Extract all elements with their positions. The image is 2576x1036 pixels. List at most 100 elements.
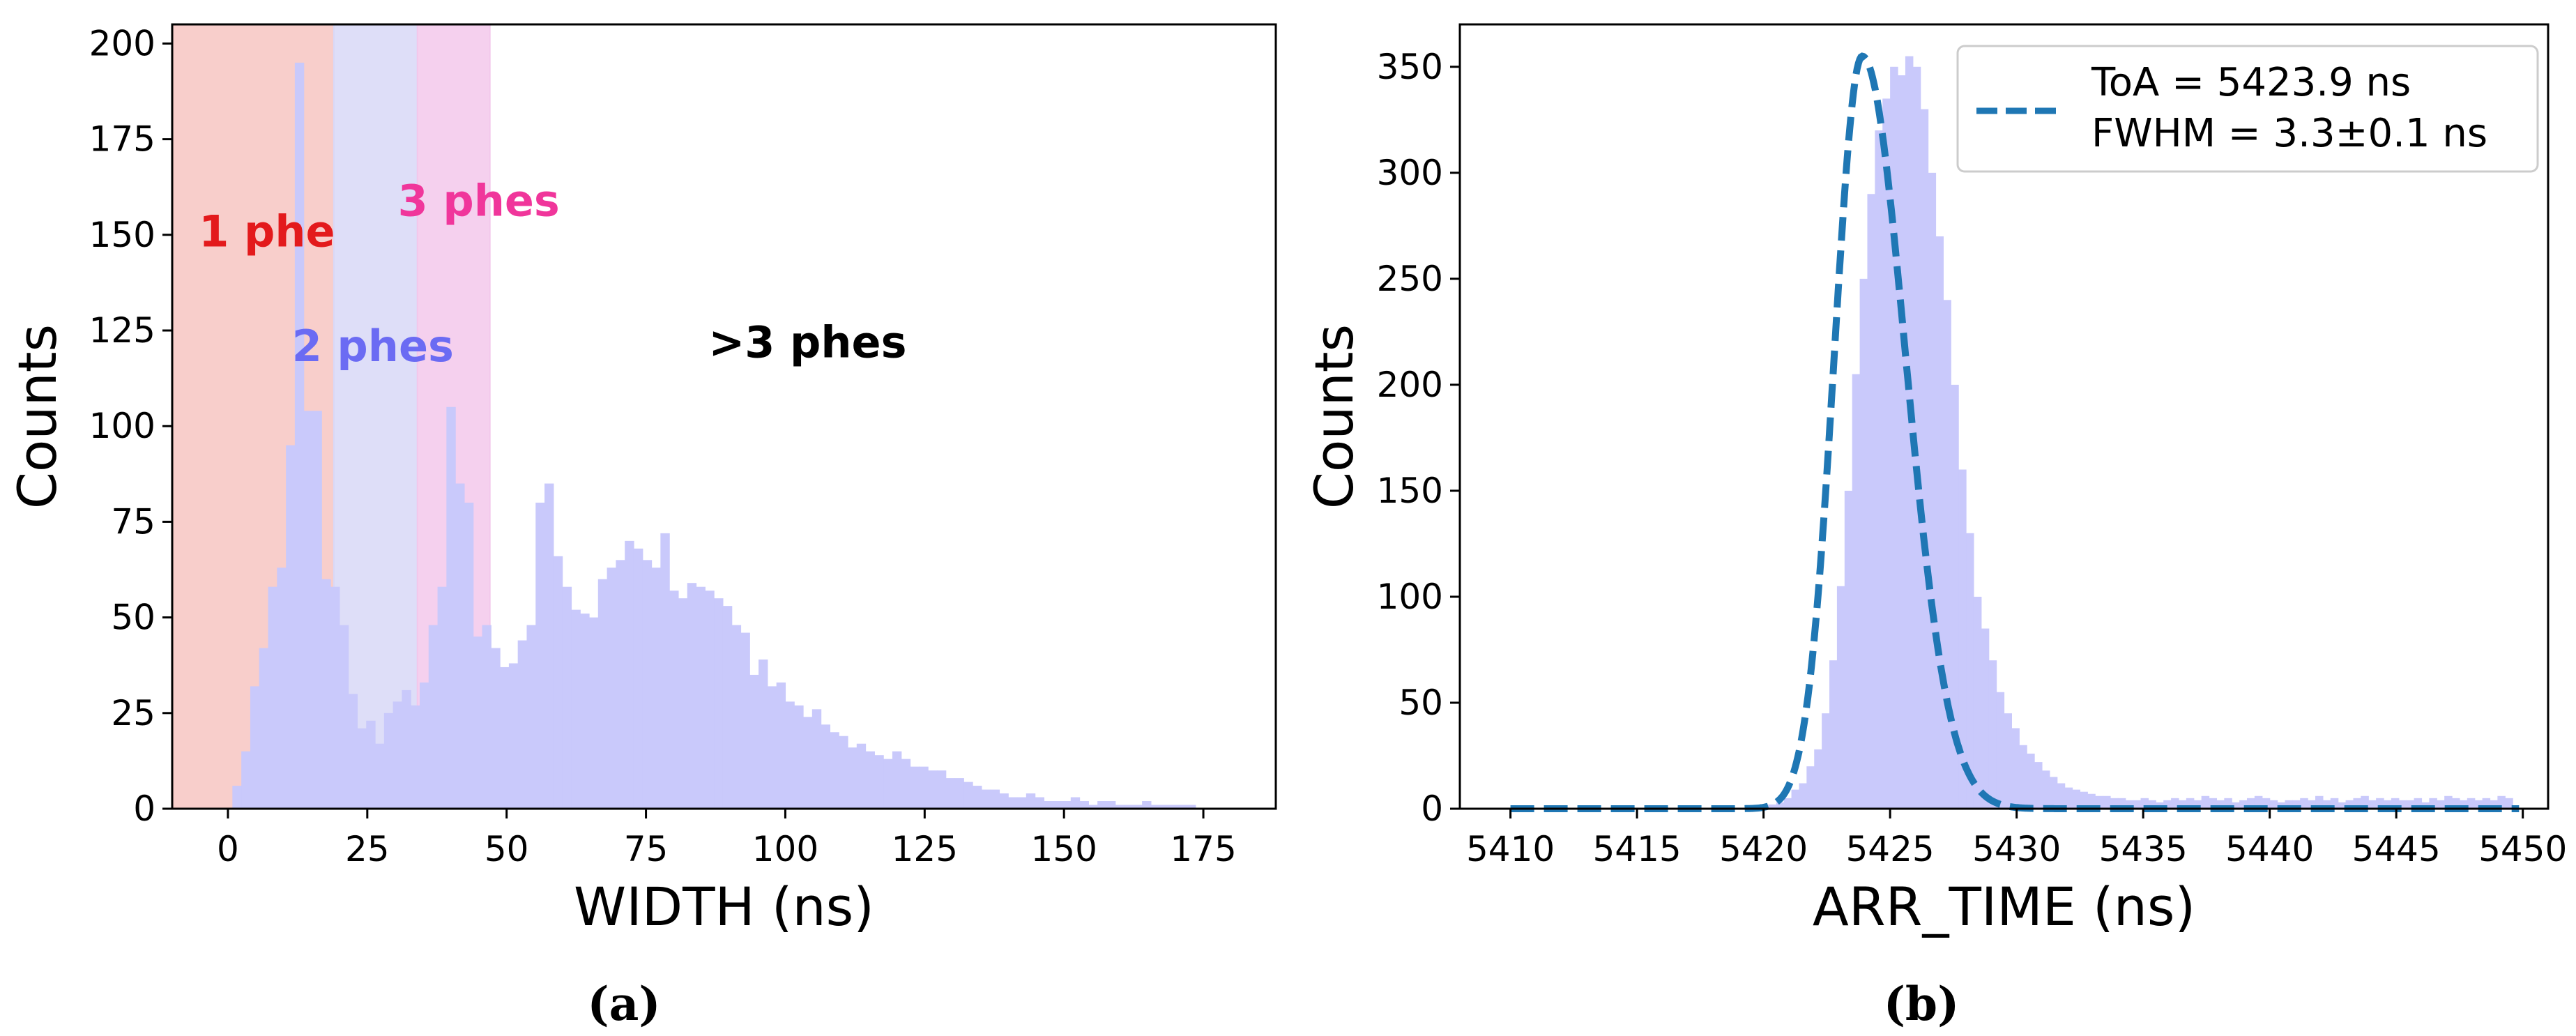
histogram-bar — [1822, 713, 1830, 809]
histogram-bar — [954, 778, 964, 809]
histogram-bar — [2019, 745, 2027, 809]
histogram-bar — [1943, 300, 1951, 809]
histogram-bar — [1951, 384, 1959, 809]
histogram-bar — [464, 502, 474, 809]
histogram-bar — [973, 786, 982, 809]
x-axis-label: ARR_TIME (ns) — [1813, 876, 2195, 938]
x-tick-label: 100 — [752, 829, 818, 869]
histogram-bar — [2027, 753, 2035, 809]
histogram-bar — [2414, 798, 2423, 809]
histogram-bar — [874, 755, 884, 809]
histogram-bar — [2368, 800, 2377, 809]
histogram-bar — [294, 62, 305, 809]
histogram-bar — [508, 663, 519, 809]
histogram-bar — [1814, 749, 1822, 809]
histogram-bar — [473, 637, 483, 809]
histogram-bar — [2049, 777, 2058, 809]
histogram-bar — [803, 717, 813, 809]
histogram-bar — [2095, 795, 2103, 809]
histogram-bar — [428, 625, 439, 809]
histogram-bar — [910, 766, 920, 809]
histogram-bar — [1142, 801, 1152, 809]
y-tick-label: 75 — [111, 501, 155, 542]
histogram-bar — [2292, 800, 2301, 809]
histogram-bar — [1168, 805, 1178, 809]
histogram-bar — [990, 789, 1000, 809]
histogram-bar — [2057, 783, 2066, 809]
histogram-bar — [856, 743, 867, 809]
histogram-bar — [1178, 805, 1187, 809]
histogram-bar — [999, 793, 1009, 809]
histogram-bar — [2505, 798, 2513, 809]
histogram-bar — [669, 591, 679, 809]
histogram-bar — [607, 567, 616, 809]
histogram-bar — [1061, 801, 1072, 809]
region-label: 1 phe — [199, 206, 335, 257]
histogram-bar — [2011, 728, 2020, 809]
histogram-bar — [553, 556, 563, 809]
histogram-bar — [330, 586, 340, 809]
histogram-bar — [2490, 800, 2498, 809]
histogram-bar — [2254, 795, 2263, 809]
histogram-bar — [2163, 800, 2172, 809]
histogram-bar — [945, 778, 956, 809]
histogram-bar — [759, 659, 768, 809]
region-label: 3 phes — [398, 175, 560, 226]
histogram-bar — [892, 751, 902, 809]
y-tick-label: 300 — [1377, 153, 1443, 193]
histogram-bar — [2072, 789, 2081, 809]
y-axis-label: Counts — [6, 324, 68, 509]
x-tick-label: 5440 — [2225, 829, 2314, 869]
histogram-bar — [794, 705, 804, 809]
histogram-bar — [2361, 795, 2369, 809]
histogram-bar — [2376, 798, 2384, 809]
x-tick-label: 175 — [1170, 829, 1236, 869]
histogram-bar — [2125, 800, 2134, 809]
histogram-bar — [1890, 66, 1898, 809]
histogram-bar — [2140, 798, 2149, 809]
histogram-bar — [268, 586, 277, 809]
histogram-bar — [2201, 795, 2210, 809]
histogram-bar — [383, 713, 394, 809]
x-tick-label: 5415 — [1592, 829, 1681, 869]
histogram-bar — [2216, 800, 2225, 809]
histogram-bar — [705, 591, 715, 809]
x-tick-label: 5425 — [1846, 829, 1935, 869]
histogram-bar — [500, 666, 510, 809]
histogram-bar — [2452, 798, 2460, 809]
histogram-bar — [1008, 797, 1018, 809]
histogram-bar — [526, 625, 536, 809]
region-labels: 1 phe 2 phes 3 phes >3 phes — [199, 175, 906, 372]
histogram-bar — [883, 759, 893, 809]
histogram-bar — [749, 674, 759, 809]
histogram-bar — [981, 789, 991, 809]
y-tick-label: 0 — [133, 789, 155, 829]
histogram-bar — [1859, 278, 1868, 809]
histogram-width-panel: 1 phe 2 phes 3 phes >3 phes 0 25 50 75 100 125 15… — [6, 23, 1277, 1031]
histogram-bar — [437, 586, 447, 809]
histogram-bar — [1806, 766, 1815, 809]
histogram-bar — [1187, 805, 1196, 809]
histogram-bar — [2117, 798, 2126, 809]
histogram-bar — [830, 732, 839, 809]
arrival-time-axes: 5410 5415 5420 5425 5430 5435 5440 5445 5450 0 50 1… — [1377, 23, 2567, 869]
histogram-bar — [2398, 800, 2407, 809]
histogram-bar — [2087, 793, 2096, 809]
histogram-bar — [1875, 130, 1883, 809]
histogram-bar — [839, 736, 848, 809]
histogram-bar — [277, 567, 287, 809]
histogram-bar — [562, 586, 572, 809]
histogram-bar — [1844, 490, 1853, 809]
histogram-bar — [2482, 798, 2491, 809]
histogram-bar — [2004, 713, 2012, 809]
histogram-bar — [919, 766, 929, 809]
region-label: >3 phes — [708, 317, 906, 367]
histogram-bar — [312, 411, 322, 809]
x-tick-label: 50 — [485, 829, 529, 869]
histogram-bar — [250, 686, 260, 809]
histogram-bar — [1017, 797, 1027, 809]
histogram-bar — [2300, 798, 2308, 809]
x-tick-label: 5450 — [2478, 829, 2567, 869]
panel-label-b: (b) — [1884, 977, 1960, 1031]
histogram-bar — [375, 743, 385, 809]
